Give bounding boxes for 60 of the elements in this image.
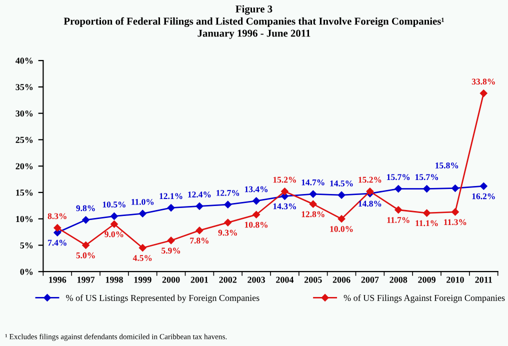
y-tick-label: 25% — [16, 136, 33, 143]
data-label: 15.2% — [358, 176, 382, 183]
data-label: 15.8% — [436, 162, 458, 168]
data-label: 8.3% — [48, 213, 66, 220]
data-label: 11.1% — [416, 220, 438, 226]
x-tick-label: 2004 — [276, 276, 294, 283]
data-label: 7.4% — [48, 240, 66, 246]
chart-title: Figure 3 Proportion of Federal Filings and Listed Companies that Involve Foreign Companies¹ January 1996 - June 2011 — [64, 5, 444, 39]
x-tick-label: 2002 — [219, 276, 237, 283]
x-tick-label: 2001 — [190, 276, 208, 283]
data-label: 11.7% — [387, 217, 410, 224]
x-tick-label: 2009 — [418, 276, 436, 283]
data-label: 12.7% — [216, 190, 240, 196]
x-tick-label: 1999 — [134, 276, 152, 283]
data-label: 10.5% — [102, 202, 126, 208]
y-tick-label: 40% — [16, 58, 33, 64]
data-label: 15.2% — [273, 176, 296, 183]
y-tick-label: 5% — [20, 242, 33, 248]
data-label: 7.8% — [190, 238, 208, 244]
data-label: 14.7% — [302, 179, 324, 186]
data-label: 11.0% — [132, 198, 154, 205]
data-label: 10.8% — [244, 222, 268, 228]
legend-label: % of US Listings Represented by Foreign Companies — [66, 294, 260, 303]
x-tick-label: 1996 — [49, 276, 66, 283]
data-label: 5.0% — [76, 252, 95, 258]
x-tick-label: 2003 — [248, 276, 266, 283]
data-label: 9.0% — [104, 231, 124, 238]
x-tick-label: 2007 — [361, 276, 379, 283]
data-label: 14.5% — [330, 180, 353, 186]
y-tick-label: 0% — [20, 268, 33, 275]
data-label: 9.3% — [218, 230, 237, 236]
data-label: 12.4% — [188, 192, 211, 198]
data-label: 11.3% — [444, 219, 466, 226]
y-tick-label: 15% — [16, 190, 33, 196]
x-tick-label: 2006 — [332, 276, 350, 283]
x-tick-label: 2008 — [390, 276, 408, 283]
y-tick-label: 20% — [16, 163, 33, 170]
data-label: 14.3% — [273, 203, 296, 210]
data-label: 15.7% — [387, 174, 410, 180]
x-tick-label: 2010 — [446, 276, 464, 283]
legend-label: % of US Filings Against Foreign Companies — [344, 294, 505, 303]
x-tick-label: 2005 — [304, 276, 322, 283]
y-tick-label: 35% — [16, 84, 33, 90]
y-tick-label: 30% — [16, 110, 33, 117]
data-label: 4.5% — [132, 255, 152, 262]
x-tick-label: 1997 — [78, 276, 95, 283]
data-label: 10.0% — [330, 226, 353, 232]
data-label: 13.4% — [244, 186, 268, 192]
data-label: 9.8% — [76, 205, 95, 212]
data-label: 33.8% — [472, 78, 495, 85]
data-label: 16.2% — [472, 193, 495, 200]
data-label: 12.1% — [160, 193, 182, 200]
x-tick-label: 1998 — [106, 276, 123, 283]
data-label: 12.8% — [302, 211, 324, 218]
x-tick-label: 2011 — [475, 276, 492, 283]
data-label: 15.7% — [415, 174, 438, 180]
data-label: 14.8% — [358, 200, 382, 207]
x-tick-label: 2000 — [162, 276, 180, 283]
data-label: 5.9% — [162, 248, 180, 254]
y-tick-label: 10% — [16, 216, 33, 222]
